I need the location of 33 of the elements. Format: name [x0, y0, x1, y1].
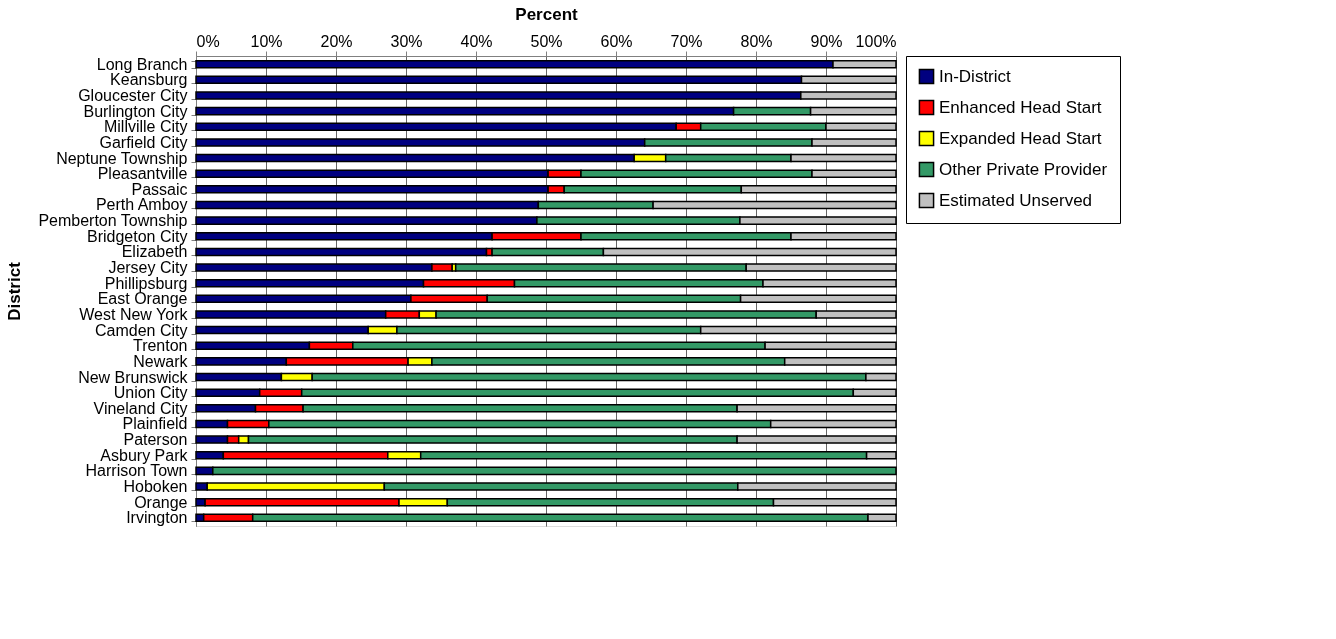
y-tick-label: Paterson	[123, 431, 188, 449]
y-tick-label: Newark	[133, 352, 189, 370]
legend-label: Expanded Head Start	[939, 128, 1102, 148]
y-tick-label: Perth Amboy	[95, 196, 188, 214]
x-tick-label: 60%	[600, 32, 633, 50]
x-tick-label: 10%	[250, 32, 283, 50]
y-tick-label: Pemberton Township	[38, 212, 188, 230]
x-tick-label: 50%	[530, 32, 563, 50]
x-axis-title: Percent	[515, 4, 579, 24]
legend-label: In-District	[939, 66, 1012, 86]
y-tick-label: New Brunswick	[78, 368, 189, 386]
y-tick-label: Long Branch	[96, 55, 188, 73]
y-tick-label: Pleasantville	[97, 165, 188, 183]
y-tick-label: Passaic	[131, 180, 188, 198]
y-tick-label: Asbury Park	[100, 446, 189, 464]
x-tick-label: 70%	[670, 32, 703, 50]
x-tick-label: 40%	[460, 32, 493, 50]
y-tick-label: Union City	[113, 384, 188, 402]
y-tick-label: Orange	[134, 493, 188, 511]
y-tick-label: Jersey City	[108, 259, 188, 277]
x-tick-label: 90%	[810, 32, 843, 50]
legend-label: Estimated Unserved	[939, 190, 1093, 210]
x-tick-label: 30%	[390, 32, 423, 50]
x-tick-label: 20%	[320, 32, 353, 50]
bar	[195, 247, 488, 257]
x-tick-label: 80%	[740, 32, 773, 50]
x-tick-label: 0%	[196, 32, 220, 50]
legend-label: Enhanced Head Start	[939, 97, 1102, 117]
legend-label: Other Private Provider	[939, 159, 1108, 179]
y-axis-title: District	[5, 261, 25, 321]
x-tick-label: 100%	[855, 32, 897, 50]
y-tick-label: Hoboken	[123, 478, 188, 496]
y-tick-label: Camden City	[95, 321, 188, 339]
